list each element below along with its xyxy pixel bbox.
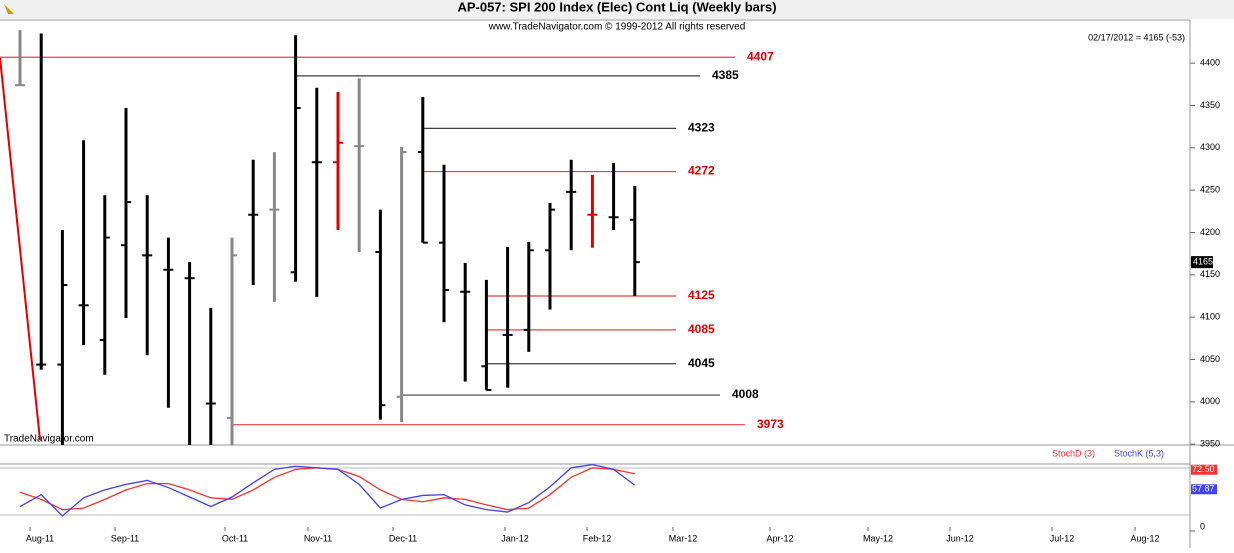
y-tick-label: 4000 xyxy=(1200,396,1220,406)
y-tick-label: 4250 xyxy=(1200,185,1220,195)
subtitle: www.TradeNavigator.com © 1999-2012 All r… xyxy=(488,22,746,33)
legend-entry: StochK (5,3) xyxy=(1114,448,1164,458)
level-label: 4045 xyxy=(688,356,715,370)
last-value-label: 72.50 xyxy=(1192,464,1215,474)
y-tick-label: 4350 xyxy=(1200,100,1220,110)
last-value-box xyxy=(1191,464,1217,475)
level-label: 4323 xyxy=(688,121,715,135)
x-tick-label: Aug-11 xyxy=(26,533,54,543)
x-tick-label: Nov-11 xyxy=(304,533,332,543)
x-tick-label: Dec-11 xyxy=(389,533,417,543)
level-label: 4272 xyxy=(688,164,715,178)
y-tick-label: 3950 xyxy=(1200,439,1220,449)
level-label: 4385 xyxy=(712,68,739,82)
level-label: 4407 xyxy=(747,49,774,63)
header-band xyxy=(0,0,1234,19)
y-tick-label: 4300 xyxy=(1200,142,1220,152)
chart-title: AP-057: SPI 200 Index (Elec) Cont Liq (W… xyxy=(457,0,776,14)
level-label: 4125 xyxy=(688,288,715,302)
x-tick-label: Jul-12 xyxy=(1050,533,1075,543)
stoch-line xyxy=(19,463,636,517)
y-tick-label: 4050 xyxy=(1200,354,1220,364)
last-value-box xyxy=(1191,484,1217,495)
x-tick-label: Sep-11 xyxy=(111,533,139,543)
x-tick-label: Jun-12 xyxy=(946,533,974,543)
last-value-label: 57.87 xyxy=(1192,484,1215,494)
y-tick-label: 4400 xyxy=(1200,58,1220,68)
watermark: TradeNavigator.com xyxy=(4,434,94,445)
y-tick-label: 4200 xyxy=(1200,227,1220,237)
x-tick-label: May-12 xyxy=(863,533,893,543)
x-tick-label: Aug-12 xyxy=(1130,533,1159,543)
level-label: 4085 xyxy=(688,322,715,336)
y2-tick-label: 0 xyxy=(1200,521,1205,531)
x-tick-label: Oct-11 xyxy=(222,533,248,543)
last-price-box xyxy=(1191,256,1213,269)
x-tick-label: Feb-12 xyxy=(583,533,612,543)
x-tick-label: Jan-12 xyxy=(501,533,529,543)
trendline xyxy=(0,57,41,441)
y-tick-label: 4150 xyxy=(1200,269,1220,279)
y-tick-label: 4100 xyxy=(1200,312,1220,322)
status: 02/17/2012 = 4165 (-53) xyxy=(1088,32,1185,42)
x-tick-label: Mar-12 xyxy=(669,533,698,543)
last-price-label: 4165 xyxy=(1193,257,1213,267)
logo xyxy=(4,4,14,14)
x-tick-label: Apr-12 xyxy=(766,533,793,543)
legend-entry: StochD (3) xyxy=(1052,448,1095,458)
level-label: 4008 xyxy=(732,387,759,401)
level-label: 3973 xyxy=(757,417,784,431)
price-plot xyxy=(0,30,745,445)
